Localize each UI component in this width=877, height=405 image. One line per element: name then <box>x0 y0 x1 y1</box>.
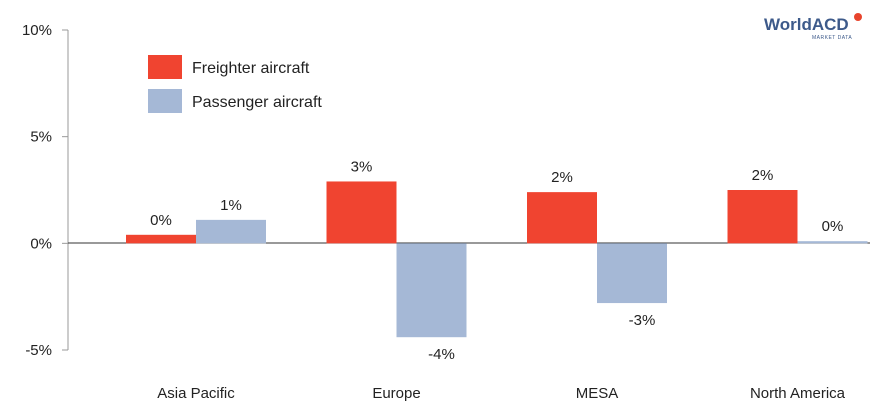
data-label-freighter-2: 2% <box>551 169 573 186</box>
y-tick-label: 5% <box>30 129 52 146</box>
category-labels-group: Asia Pacific Europe MESA North America <box>157 385 845 402</box>
category-label: MESA <box>576 385 619 402</box>
worldacd-logo: WorldACD MARKET DATA <box>764 13 862 41</box>
legend-label-passenger: Passenger aircraft <box>192 94 322 111</box>
bar-passenger-1 <box>396 243 467 338</box>
data-label-passenger-1: -4% <box>428 346 455 363</box>
bars-group <box>126 181 868 338</box>
y-tick-label: 0% <box>30 235 52 252</box>
data-labels-group: 0% 1% 3% -4% 2% -3% 2% 0% <box>150 158 843 363</box>
legend-label-freighter: Freighter aircraft <box>192 60 310 77</box>
legend-swatch-passenger <box>148 89 182 113</box>
data-label-freighter-3: 2% <box>752 167 774 184</box>
bar-passenger-0 <box>196 219 266 244</box>
y-tick-label: 10% <box>22 22 52 39</box>
data-label-freighter-1: 3% <box>351 158 373 175</box>
logo-dot-icon <box>854 13 862 21</box>
data-label-freighter-0: 0% <box>150 212 172 229</box>
bar-passenger-3 <box>797 241 868 244</box>
data-label-passenger-3: 0% <box>822 218 844 235</box>
logo-subtext: MARKET DATA <box>812 35 852 41</box>
legend-swatch-freighter <box>148 55 182 79</box>
y-axis-ticks: 10% 5% 0% -5% <box>22 22 68 359</box>
bar-freighter-2 <box>527 192 597 244</box>
data-label-passenger-2: -3% <box>629 312 656 329</box>
category-label: North America <box>750 385 846 402</box>
y-tick-label: -5% <box>25 342 52 359</box>
bar-freighter-1 <box>326 181 397 244</box>
legend: Freighter aircraft Passenger aircraft <box>148 55 322 113</box>
data-label-passenger-0: 1% <box>220 197 242 214</box>
logo-text: WorldACD <box>764 15 849 34</box>
category-label: Asia Pacific <box>157 385 235 402</box>
bar-freighter-3 <box>727 190 798 244</box>
bar-freighter-0 <box>126 234 196 244</box>
category-label: Europe <box>372 385 420 402</box>
bar-passenger-2 <box>597 243 667 304</box>
